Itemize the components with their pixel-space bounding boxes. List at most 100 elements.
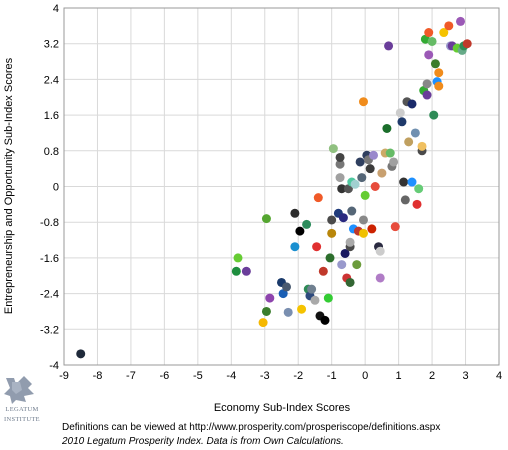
scatter-point[interactable] <box>355 157 365 167</box>
scatter-point[interactable] <box>410 128 420 138</box>
scatter-point[interactable] <box>377 168 387 178</box>
scatter-point[interactable] <box>422 79 432 89</box>
y-tick-label: -2.4 <box>40 289 59 301</box>
scatter-point[interactable] <box>397 117 407 127</box>
definitions-note: Definitions can be viewed at http://www.… <box>62 422 441 433</box>
scatter-point[interactable] <box>233 253 243 263</box>
scatter-point[interactable] <box>358 228 368 238</box>
scatter-point[interactable] <box>328 144 338 154</box>
scatter-point[interactable] <box>400 195 410 205</box>
scatter-point[interactable] <box>430 59 440 69</box>
y-axis-ticks: -4 -3.2 -2.4 -1.6 -0.8 0 0.8 1.6 2.4 3.2 4 <box>40 3 59 372</box>
scatter-point[interactable] <box>283 307 293 317</box>
scatter-point[interactable] <box>290 208 300 218</box>
scatter-point[interactable] <box>375 273 385 283</box>
scatter-point[interactable] <box>261 306 271 316</box>
scatter-point[interactable] <box>439 28 449 38</box>
scatter-point[interactable] <box>241 266 251 276</box>
scatter-point[interactable] <box>358 97 368 107</box>
y-tick-label: 1.6 <box>44 110 59 122</box>
x-tick-label: -4 <box>226 370 236 382</box>
scatter-point[interactable] <box>375 246 385 256</box>
scatter-point[interactable] <box>390 222 400 232</box>
scatter-point[interactable] <box>318 266 328 276</box>
plot-area-border <box>63 7 500 366</box>
scatter-point[interactable] <box>412 199 422 209</box>
scatter-point[interactable] <box>434 81 444 91</box>
scatter-point[interactable] <box>345 277 355 287</box>
scatter-point[interactable] <box>424 28 434 38</box>
scatter-point[interactable] <box>462 39 472 49</box>
scatter-point[interactable] <box>429 110 439 120</box>
y-tick-label: 2.4 <box>44 74 59 86</box>
scatter-point[interactable] <box>290 242 300 252</box>
scatter-point[interactable] <box>456 16 466 26</box>
logo-text-line2: INSTITUTE <box>4 416 40 423</box>
scatter-point[interactable] <box>258 318 268 328</box>
scatter-point[interactable] <box>261 214 271 224</box>
scatter-point[interactable] <box>327 215 337 225</box>
scatter-point[interactable] <box>347 206 357 216</box>
scatter-point[interactable] <box>327 228 337 238</box>
scatter-point[interactable] <box>312 242 322 252</box>
scatter-point[interactable] <box>323 293 333 303</box>
scatter-point[interactable] <box>338 213 348 223</box>
scatter-point[interactable] <box>231 266 241 276</box>
scatter-point[interactable] <box>278 289 288 299</box>
x-tick-label: 1 <box>396 370 402 382</box>
scatter-point[interactable] <box>76 349 86 359</box>
scatter-point[interactable] <box>365 164 375 174</box>
scatter-point[interactable] <box>367 224 377 234</box>
scatter-point[interactable] <box>422 90 432 100</box>
scatter-point[interactable] <box>414 184 424 194</box>
scatter-point[interactable] <box>295 226 305 236</box>
scatter-point[interactable] <box>444 21 454 31</box>
scatter-point[interactable] <box>369 150 379 160</box>
scatter-point[interactable] <box>370 182 380 191</box>
scatter-point[interactable] <box>427 36 437 46</box>
scatter-point[interactable] <box>302 219 312 229</box>
scatter-point[interactable] <box>350 179 360 189</box>
scatter-point[interactable] <box>313 193 323 203</box>
scatter-point[interactable] <box>352 260 362 270</box>
scatter-point[interactable] <box>343 184 353 194</box>
y-axis-label: Entrepreneurship and Opportunity Sub-Ind… <box>3 57 15 314</box>
scatter-point[interactable] <box>424 50 434 60</box>
scatter-point[interactable] <box>399 177 409 187</box>
scatter-point[interactable] <box>337 260 347 270</box>
scatter-point[interactable] <box>358 215 368 225</box>
x-tick-label: 0 <box>362 370 368 382</box>
scatter-point[interactable] <box>434 68 444 78</box>
scatter-point[interactable] <box>297 304 307 314</box>
scatter-point[interactable] <box>335 173 345 183</box>
scatter-point[interactable] <box>360 190 370 200</box>
scatter-point[interactable] <box>265 293 275 303</box>
scatter-point[interactable] <box>320 315 330 325</box>
scatter-point[interactable] <box>385 148 395 158</box>
scatter-point[interactable] <box>307 284 317 294</box>
scatter-point[interactable] <box>335 152 345 162</box>
scatter-point[interactable] <box>337 184 347 194</box>
scatter-point[interactable] <box>404 137 414 147</box>
scatter-point[interactable] <box>325 253 335 263</box>
logo-text-line1: LEGATUM <box>5 406 39 413</box>
scatter-point[interactable] <box>407 177 417 187</box>
scatter-point[interactable] <box>395 108 405 118</box>
y-tick-label: -0.8 <box>40 217 59 229</box>
scatter-point[interactable] <box>384 41 394 51</box>
scatter-point[interactable] <box>282 282 292 292</box>
scatter-point[interactable] <box>345 237 355 247</box>
y-tick-label: 0.8 <box>44 146 59 158</box>
scatter-point[interactable] <box>417 141 427 151</box>
scatter-point[interactable] <box>310 295 320 305</box>
x-tick-label: -6 <box>159 370 169 382</box>
scatter-point[interactable] <box>407 99 417 109</box>
data-points <box>76 16 472 359</box>
scatter-point[interactable] <box>357 173 367 183</box>
scatter-point[interactable] <box>389 157 399 167</box>
scatter-point[interactable] <box>340 248 350 258</box>
scatter-point[interactable] <box>335 159 345 169</box>
scatter-point[interactable] <box>382 123 392 133</box>
y-tick-label: -3.2 <box>40 324 59 336</box>
